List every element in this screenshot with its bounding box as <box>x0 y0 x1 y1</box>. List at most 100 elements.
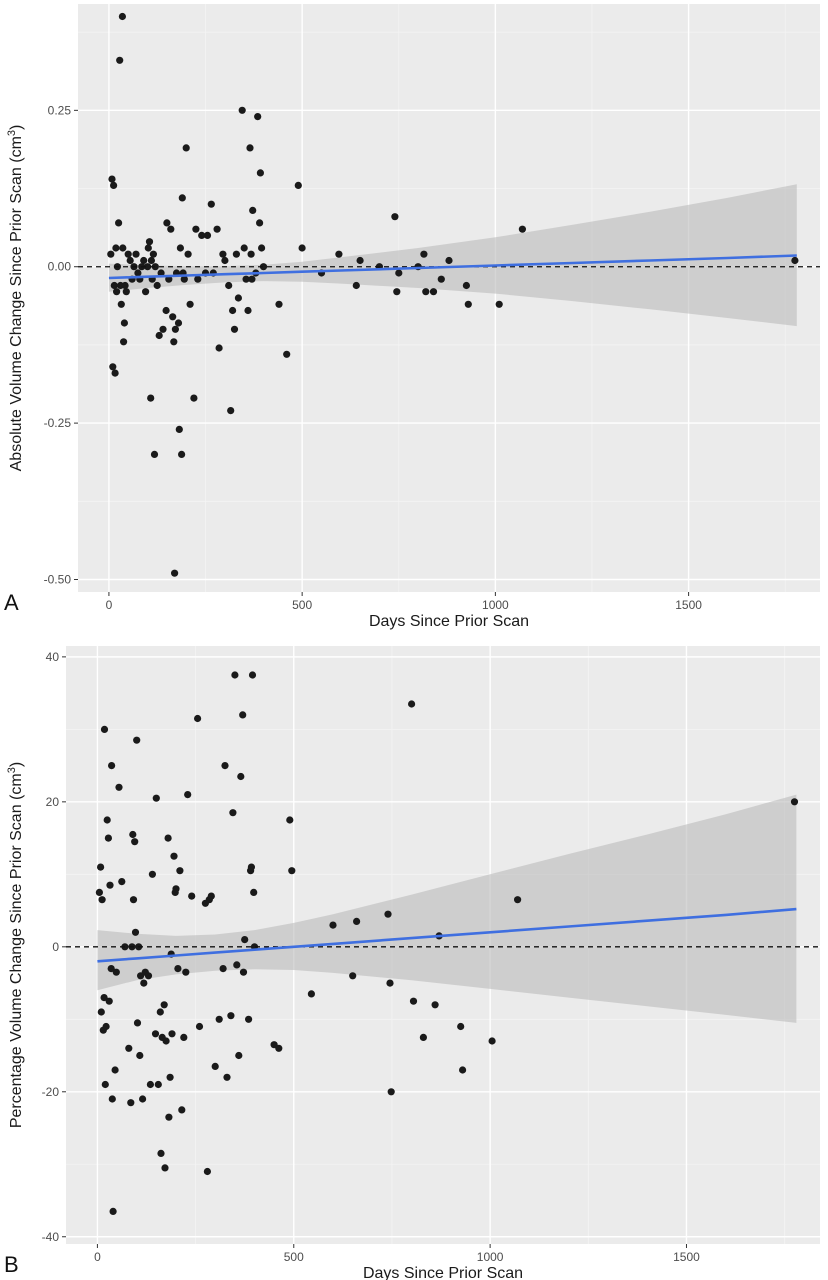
panel-b-data-point <box>98 896 106 904</box>
panel-a-data-point <box>420 250 428 258</box>
panel-b-chart: 0 500 1000 1500 -40 -20 0 20 40 Days Since Prior … <box>4 646 820 1280</box>
panel-b-data-point <box>188 892 196 900</box>
panel-a-data-point <box>258 244 266 252</box>
panel-a-data-point <box>165 275 173 283</box>
panel-b-data-point <box>227 1012 235 1020</box>
panel-b-data-point <box>790 798 799 806</box>
panel-b-x-axis-title: Days Since Prior Scan <box>363 1265 523 1280</box>
panel-b-data-point <box>419 1033 427 1041</box>
panel-b-y-axis-title: Percentage Volume Change Since Prior Sca… <box>6 762 25 1128</box>
panel-b-data-point <box>408 700 416 708</box>
panel-a-confidence-band <box>108 184 797 327</box>
panel-b-data-point <box>164 834 172 842</box>
panel-a-data-point <box>215 344 223 352</box>
panel-a-data-point <box>157 269 165 277</box>
panel-b-data-point <box>384 910 392 918</box>
panel-a-data-point <box>352 281 360 290</box>
panel-b-data-point <box>172 885 180 893</box>
panel-a-data-point <box>113 288 121 296</box>
panel-a-data-point <box>121 281 129 290</box>
panel-a-data-point <box>175 425 183 433</box>
panel-a-data-point <box>230 325 239 333</box>
panel-a-data-point <box>167 225 175 233</box>
panel-b-data-point <box>108 1095 116 1103</box>
panel-a-data-point <box>147 394 155 402</box>
panel-a-data-point <box>207 200 215 208</box>
panel-b-data-point <box>250 888 258 897</box>
panel-a-data-point <box>145 238 154 246</box>
panel-a-data-point <box>238 106 246 114</box>
panel-a-data-point <box>120 319 128 327</box>
panel-b-data-point <box>174 965 182 973</box>
panel-a-data-point <box>298 244 306 252</box>
panel-a-data-point <box>134 269 142 277</box>
panel-b-data-point <box>140 979 148 987</box>
panel-b-data-point <box>97 863 105 871</box>
panel-b-data-point <box>146 1080 154 1089</box>
panel-a-data-point <box>294 181 302 189</box>
panel-a-data-point <box>186 300 194 308</box>
panel-a-data-point <box>184 250 192 258</box>
panel-a-data-point <box>242 275 250 283</box>
panel-b-data-point <box>100 994 108 1002</box>
panel-b-data-point <box>239 711 247 719</box>
panel-a-data-point <box>170 338 178 346</box>
panel-a-data-point <box>246 144 254 152</box>
panel-a-data-point <box>171 569 179 577</box>
panel-a-data-point <box>151 263 159 271</box>
panel-b-data-point <box>165 1113 173 1121</box>
panel-a-data-point <box>259 263 268 271</box>
panel-a-data-point <box>791 256 799 265</box>
panel-b-data-point <box>219 965 227 973</box>
panel-b-data-point <box>241 936 249 944</box>
panel-a-data-point <box>174 319 183 327</box>
panel-a-data-point <box>171 325 179 333</box>
panel-b-data-point <box>221 762 229 770</box>
panel-a-y-tick-label: 0.25 <box>48 103 72 117</box>
panel-b-data-point <box>307 990 315 998</box>
panel-a-data-point <box>247 250 255 258</box>
panel-b-y-tick-label: -20 <box>42 1085 60 1099</box>
panel-a-data-point <box>356 256 364 265</box>
panel-a-data-point <box>335 250 343 258</box>
panel-a-data-point <box>437 275 445 283</box>
panel-b-data-point <box>431 1001 439 1009</box>
panel-a-data-point <box>180 275 188 283</box>
panel-a-data-point <box>178 194 186 202</box>
panel-a-data-point <box>107 250 115 258</box>
panel-b-data-point <box>109 1207 117 1215</box>
panel-a-data-point <box>178 450 186 458</box>
panel-a-data-point <box>109 363 117 371</box>
panel-b-x-tick-label: 500 <box>284 1250 304 1264</box>
panel-b-data-point <box>176 867 184 875</box>
panel-b-data-point <box>166 1073 174 1081</box>
panel-b-data-point <box>288 867 296 875</box>
panel-a-data-point <box>219 250 227 258</box>
panel-a-data-point <box>119 244 127 252</box>
panel-b-x-tick-label: 1500 <box>673 1250 700 1264</box>
panel-a-data-point <box>445 256 453 265</box>
panel-b-data-point <box>118 878 126 886</box>
panel-b-data-point <box>161 1164 169 1172</box>
panel-b-data-point <box>353 917 361 926</box>
panel-a-data-point <box>227 407 235 415</box>
panel-b-data-point <box>235 1051 243 1060</box>
panel-b-x-tick-label: 1000 <box>477 1250 504 1264</box>
panel-a-data-point <box>244 306 252 315</box>
panel-a-data-point <box>249 206 257 214</box>
panel-a-chart: 0 500 1000 1500 -0.50 -0.25 0.00 0.25 Days Since… <box>4 4 820 630</box>
panel-b-data-point <box>97 1008 105 1016</box>
panel-b-data-point <box>131 838 139 846</box>
panel-b-data-point <box>101 1080 109 1089</box>
panel-a-data-point <box>248 275 256 283</box>
panel-b-data-point <box>248 671 257 679</box>
panel-b-data-point <box>170 852 178 860</box>
panel-b-data-point <box>100 725 109 734</box>
panel-b-data-point <box>459 1066 467 1074</box>
panel-b-data-point <box>115 783 123 791</box>
panel-b-data-point <box>229 809 237 817</box>
panel-b-data-point <box>105 997 113 1005</box>
panel-b-data-point <box>148 870 156 878</box>
panel-a-data-point <box>169 313 177 321</box>
